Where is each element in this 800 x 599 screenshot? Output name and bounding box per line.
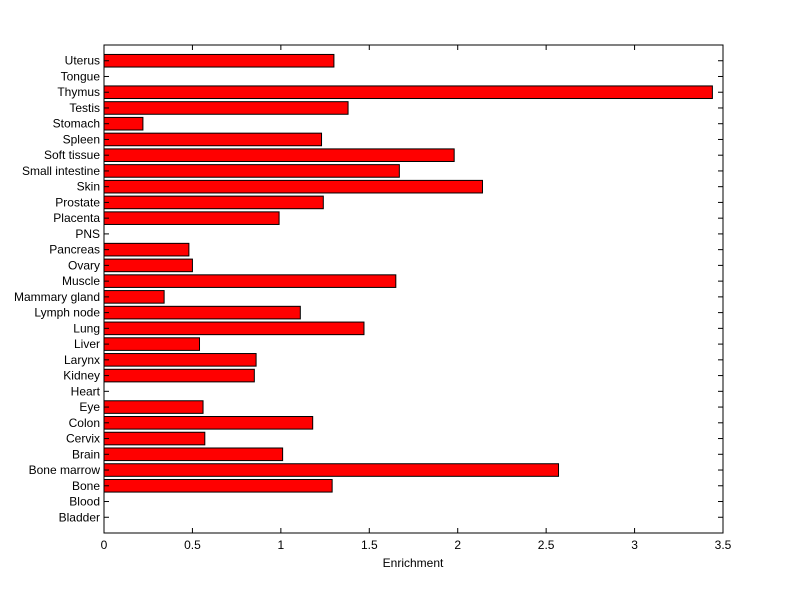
y-tick-label: Uterus (65, 54, 100, 68)
y-tick-label: Stomach (53, 117, 100, 131)
y-tick-label: Liver (74, 337, 100, 351)
bar (103, 353, 257, 367)
x-tick-label: 3 (631, 538, 638, 552)
bar (103, 85, 713, 100)
y-tick-label: Spleen (63, 132, 100, 146)
bar (103, 242, 190, 257)
bar (103, 164, 400, 178)
y-tick-label: Cervix (66, 432, 100, 446)
bar (103, 132, 323, 147)
y-tick-label: Placenta (53, 211, 100, 225)
y-tick-label: PNS (75, 227, 100, 241)
bar (103, 368, 255, 383)
y-tick-label: Prostate (55, 195, 100, 209)
x-tick-label: 2 (454, 538, 461, 552)
x-tick-label: 3.5 (715, 538, 732, 552)
y-tick-label: Testis (69, 101, 100, 115)
x-tick-label: 0.5 (184, 538, 201, 552)
bar (103, 211, 280, 225)
y-tick-label: Skin (77, 180, 100, 194)
bar (103, 101, 349, 115)
y-tick-label: Small intestine (22, 164, 100, 178)
y-tick-label: Kidney (63, 369, 100, 383)
bar (103, 400, 204, 414)
y-tick-label: Lung (73, 321, 100, 335)
bar (103, 447, 284, 462)
y-tick-label: Blood (69, 495, 100, 509)
bar (103, 274, 397, 288)
y-tick-label: Colon (69, 416, 100, 430)
y-tick-label: Mammary gland (14, 290, 100, 304)
x-tick-label: 1.5 (361, 538, 378, 552)
y-tick-label: Bone (72, 479, 100, 493)
bar (103, 431, 206, 446)
y-tick-label: Larynx (64, 353, 100, 367)
bar (103, 478, 333, 493)
y-tick-label: Brain (72, 447, 100, 461)
bar (103, 258, 193, 273)
bar (103, 463, 560, 477)
y-tick-label: Pancreas (49, 243, 100, 257)
x-tick-label: 0 (101, 538, 108, 552)
bar (103, 53, 335, 68)
bar (103, 416, 314, 430)
bar (103, 195, 324, 210)
x-tick-label: 2.5 (538, 538, 555, 552)
y-tick-label: Tongue (61, 69, 101, 83)
x-axis-title: Enrichment (383, 556, 444, 570)
bar (103, 116, 144, 131)
axis-ticks (103, 45, 724, 533)
bar (103, 179, 483, 194)
bar (103, 321, 365, 336)
y-tick-label: Soft tissue (44, 148, 100, 162)
x-tick-label: 1 (278, 538, 285, 552)
y-tick-label: Heart (71, 384, 101, 398)
bar (103, 148, 455, 162)
bar (103, 337, 201, 351)
y-tick-label: Eye (79, 400, 100, 414)
bar (103, 290, 165, 304)
y-tick-label: Bladder (59, 510, 100, 524)
y-tick-label: Muscle (62, 274, 100, 288)
y-tick-label: Lymph node (34, 306, 100, 320)
bars (103, 53, 713, 493)
bar (103, 305, 301, 320)
y-tick-label: Thymus (57, 85, 100, 99)
y-tick-label: Ovary (68, 258, 100, 272)
y-tick-label: Bone marrow (29, 463, 101, 477)
x-tick-labels: 0 0.5 1 1.5 2 2.5 3 3.5 (101, 538, 732, 552)
